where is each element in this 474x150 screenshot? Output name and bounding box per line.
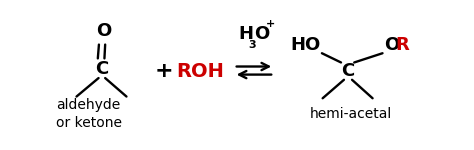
Text: hemi-acetal: hemi-acetal <box>310 107 392 121</box>
Text: 3: 3 <box>248 40 255 50</box>
Text: C: C <box>95 60 108 78</box>
Text: H: H <box>238 25 254 43</box>
Text: +: + <box>266 19 275 29</box>
Text: +: + <box>155 61 173 81</box>
Text: O: O <box>255 25 270 43</box>
Text: HO: HO <box>290 36 320 54</box>
Text: O: O <box>384 36 400 54</box>
Text: O: O <box>96 22 111 40</box>
Text: C: C <box>341 61 354 80</box>
Text: aldehyde
or ketone: aldehyde or ketone <box>55 98 122 129</box>
Text: R: R <box>395 36 409 54</box>
Text: ROH: ROH <box>177 62 225 81</box>
